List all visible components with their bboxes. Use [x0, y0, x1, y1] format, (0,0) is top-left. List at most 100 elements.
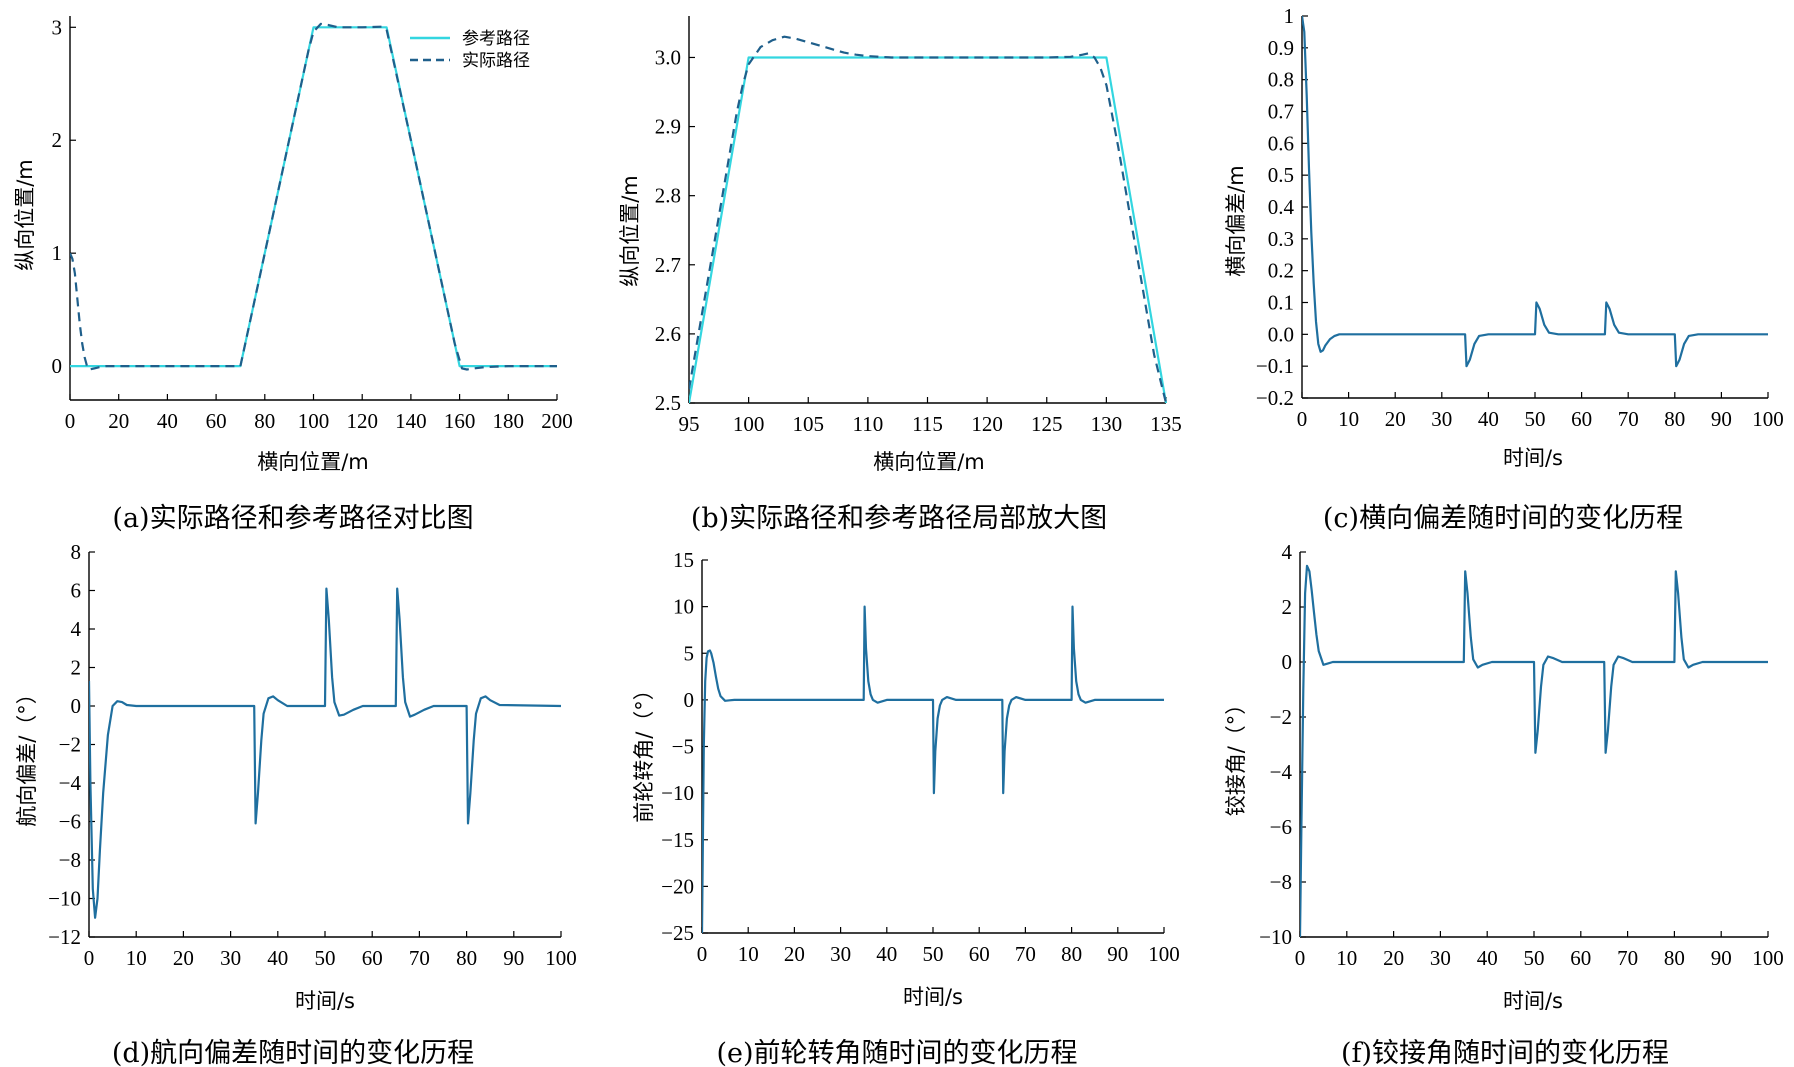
x-tick-label: 100: [298, 409, 330, 433]
series-line-a-1: [70, 22, 557, 371]
x-tick-label: 135: [1150, 412, 1182, 436]
x-tick-label: 80: [254, 409, 275, 433]
plot-e: 0 10 20 30 40 50 60 70 80 90 100 −25 −20 −15 −10 −5 0 5 10…: [661, 548, 1180, 966]
x-tick-label: 100: [1752, 407, 1784, 431]
ylabel-b: 纵向位置/m: [618, 175, 642, 287]
x-tick-label: 100: [1148, 942, 1180, 966]
x-tick-label: 30: [830, 942, 851, 966]
x-tick-label: 30: [1431, 407, 1452, 431]
xlabel-a: 横向位置/m: [257, 450, 369, 474]
x-tick-label: 0: [1295, 946, 1306, 970]
x-tick-label: 80: [1664, 946, 1685, 970]
y-tick-label: −8: [1270, 870, 1292, 894]
x-tick-label: 100: [1752, 946, 1784, 970]
x-tick-label: 115: [912, 412, 943, 436]
y-tick-label: 4: [1282, 540, 1293, 564]
ylabel-d: 航向偏差/（°）: [15, 683, 39, 827]
ylabel-c: 横向偏差/m: [1224, 165, 1248, 277]
x-tick-label: 110: [853, 412, 884, 436]
xlabel-e: 时间/s: [903, 985, 963, 1009]
x-tick-label: 80: [1061, 942, 1082, 966]
y-tick-label: −6: [1270, 815, 1292, 839]
x-tick-label: 10: [126, 946, 147, 970]
y-tick-label: −2: [1270, 705, 1292, 729]
x-tick-label: 0: [84, 946, 95, 970]
plot-b: 95 100 105 110 115 120 125 130 135 2.5 2.6 2.7 2.8 2.…: [655, 16, 1182, 436]
y-tick-label: −8: [59, 848, 81, 872]
y-tick-label: −6: [59, 810, 81, 834]
x-tick-label: 40: [1478, 407, 1499, 431]
y-tick-label: −10: [1259, 925, 1292, 949]
caption-a: (a)实际路径和参考路径对比图: [112, 503, 473, 534]
series-line-b-0: [689, 56, 1168, 404]
x-tick-label: 10: [1338, 407, 1359, 431]
x-tick-label: 60: [1571, 407, 1592, 431]
panel-d: 0 10 20 30 40 50 60 70 80 90 100 −12 −10 −8 −6 −4 −2 0 2 4 6…: [15, 540, 577, 1067]
x-tick-label: 120: [346, 409, 378, 433]
x-tick-label: 105: [793, 412, 825, 436]
x-tick-label: 120: [971, 412, 1003, 436]
y-tick-label: −0.1: [1256, 354, 1294, 378]
xlabel-d: 时间/s: [295, 989, 355, 1013]
series-line-d-0: [89, 587, 562, 919]
x-tick-label: 50: [923, 942, 944, 966]
plot-f: 0 10 20 30 40 50 60 70 80 90 100 −10 −8 −6 −4 −2 0 2 4: [1259, 540, 1784, 970]
x-tick-label: 20: [1383, 946, 1404, 970]
x-tick-label: 0: [1297, 407, 1308, 431]
caption-e: (e)前轮转角随时间的变化历程: [716, 1038, 1077, 1067]
y-tick-label: −10: [48, 887, 81, 911]
x-tick-label: 140: [395, 409, 427, 433]
x-tick-label: 90: [1711, 946, 1732, 970]
series-line-c-0: [1302, 15, 1768, 368]
y-tick-label: 0.5: [1268, 163, 1294, 187]
caption-b: (b)实际路径和参考路径局部放大图: [691, 503, 1107, 534]
y-tick-label: −4: [1270, 760, 1293, 784]
x-tick-label: 60: [1570, 946, 1591, 970]
y-tick-label: 0: [52, 354, 63, 378]
plot-a: 0 20 40 60 80 100 120 140 160 180 200 0 1 2 3: [52, 15, 573, 433]
x-tick-label: 70: [1015, 942, 1036, 966]
legend-label-actual: 实际路径: [462, 51, 530, 71]
y-tick-label: 6: [71, 579, 82, 603]
y-tick-label: 1: [52, 241, 63, 265]
x-tick-label: 50: [1525, 407, 1546, 431]
panel-e: 0 10 20 30 40 50 60 70 80 90 100 −25 −20 −15 −10 −5 0 5 10…: [632, 548, 1180, 1067]
x-tick-label: 40: [267, 946, 288, 970]
y-tick-label: 2.9: [655, 115, 681, 139]
x-tick-label: 20: [173, 946, 194, 970]
y-tick-label: −25: [661, 921, 694, 945]
series-line-f-0: [1300, 564, 1768, 938]
x-tick-label: 0: [65, 409, 76, 433]
xlabel-b: 横向位置/m: [873, 450, 985, 474]
plot-d: 0 10 20 30 40 50 60 70 80 90 100 −12 −10 −8 −6 −4 −2 0 2 4 6…: [48, 540, 577, 970]
x-tick-label: 90: [1711, 407, 1732, 431]
y-tick-label: 0.2: [1268, 259, 1294, 283]
x-tick-label: 70: [409, 946, 430, 970]
series-line-b-1: [689, 35, 1168, 404]
y-tick-label: 3: [52, 15, 63, 39]
panel-c: 0 10 20 30 40 50 60 70 80 90 100 −0.2 −0.1 0.0 0.1 0.2 0…: [1224, 4, 1784, 534]
x-tick-label: 60: [206, 409, 227, 433]
x-tick-label: 20: [784, 942, 805, 966]
y-tick-label: 4: [71, 617, 82, 641]
x-tick-label: 100: [545, 946, 577, 970]
x-tick-label: 200: [541, 409, 573, 433]
x-tick-label: 90: [503, 946, 524, 970]
panel-a: 0 20 40 60 80 100 120 140 160 180 200 0 1 2 3 横向位置/m 纵…: [13, 15, 573, 534]
y-tick-label: 0.9: [1268, 36, 1294, 60]
y-tick-label: 0: [684, 688, 695, 712]
x-tick-label: 40: [876, 942, 897, 966]
x-tick-label: 70: [1618, 407, 1639, 431]
y-tick-label: 10: [673, 595, 694, 619]
y-tick-label: 2.6: [655, 322, 681, 346]
x-tick-label: 10: [1336, 946, 1357, 970]
y-tick-label: −4: [59, 771, 82, 795]
y-tick-label: 2.5: [655, 391, 681, 415]
y-tick-label: −12: [48, 925, 81, 949]
panel-b: 95 100 105 110 115 120 125 130 135 2.5 2.6 2.7 2.8 2.…: [618, 16, 1182, 534]
plot-c: 0 10 20 30 40 50 60 70 80 90 100 −0.2 −0.1 0.0 0.1 0.2 0…: [1256, 4, 1784, 431]
x-tick-label: 160: [444, 409, 476, 433]
y-tick-label: −2: [59, 733, 81, 757]
x-tick-label: 40: [157, 409, 178, 433]
